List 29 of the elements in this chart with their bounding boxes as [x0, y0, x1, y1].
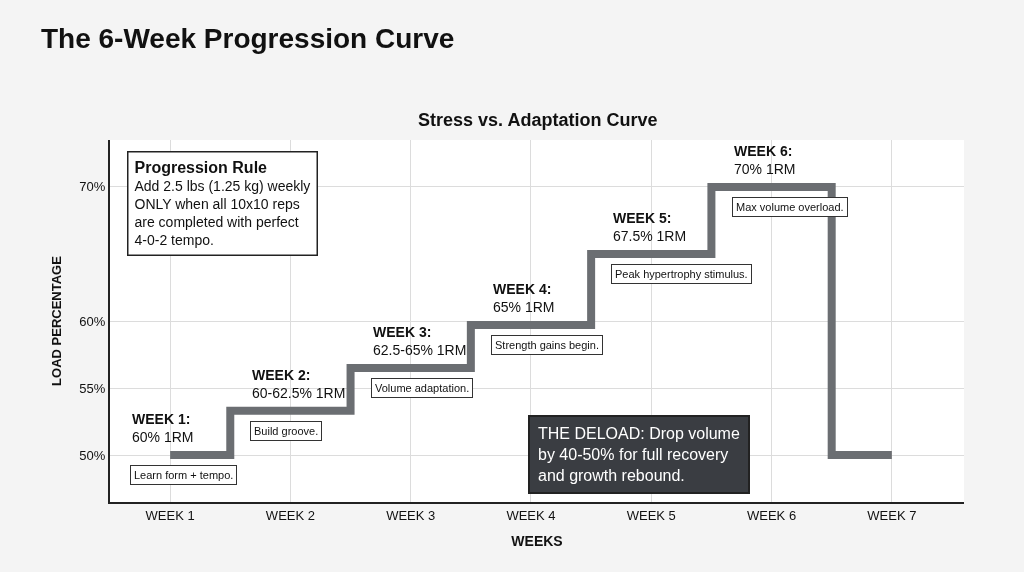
y-tick-label: 55% [79, 380, 106, 396]
x-tick-label: WEEK 6 [746, 507, 797, 523]
annotation: Peak hypertrophy stimulus. [615, 268, 748, 280]
chart-subtitle: Stress vs. Adaptation Curve [418, 110, 658, 130]
annotation: WEEK 4: 65% 1RM [493, 281, 555, 316]
x-tick-label: WEEK 3 [386, 507, 436, 523]
x-tick-label: WEEK 7 [867, 507, 917, 523]
x-tick-label: WEEK 4 [506, 507, 556, 523]
annotation: Build groove. [254, 425, 319, 437]
annotation: Max volume overload. [736, 201, 844, 213]
annotation: THE DELOAD: Drop volume by 40-50% for full recovery and growth rebound. [538, 425, 740, 484]
x-tick-label: WEEK 5 [626, 507, 676, 523]
annotation: Learn form + tempo. [134, 469, 234, 481]
annotation: Strength gains begin. [495, 339, 599, 351]
annotation: Volume adaptation. [375, 382, 470, 394]
annotation: Progression Rule Add 2.5 lbs (1.25 kg) weekly ONLY when all 10x10 reps are completed with perfect 4-0-2 tempo. [134, 158, 311, 249]
chart-title: The 6-Week Progression Curve [40, 23, 455, 55]
x-axis-title: WEEKS [511, 533, 563, 550]
x-tick-label: WEEK 1 [145, 507, 195, 523]
y-tick-label: 70% [79, 179, 106, 195]
annotation: WEEK 5: 67.5% 1RM [613, 210, 687, 245]
y-axis-title: LOAD PERCENTAGE [48, 255, 64, 386]
annotation: WEEK 3: 62.5-65% 1RM [373, 324, 467, 359]
y-tick-label: 50% [79, 447, 106, 463]
y-tick-label: 60% [79, 313, 106, 329]
annotation: WEEK 1: 60% 1RM [132, 411, 194, 446]
annotation: WEEK 6: 70% 1RM [734, 143, 796, 178]
annotation: WEEK 2: 60-62.5% 1RM [252, 367, 346, 402]
x-tick-label: WEEK 2 [265, 507, 315, 523]
